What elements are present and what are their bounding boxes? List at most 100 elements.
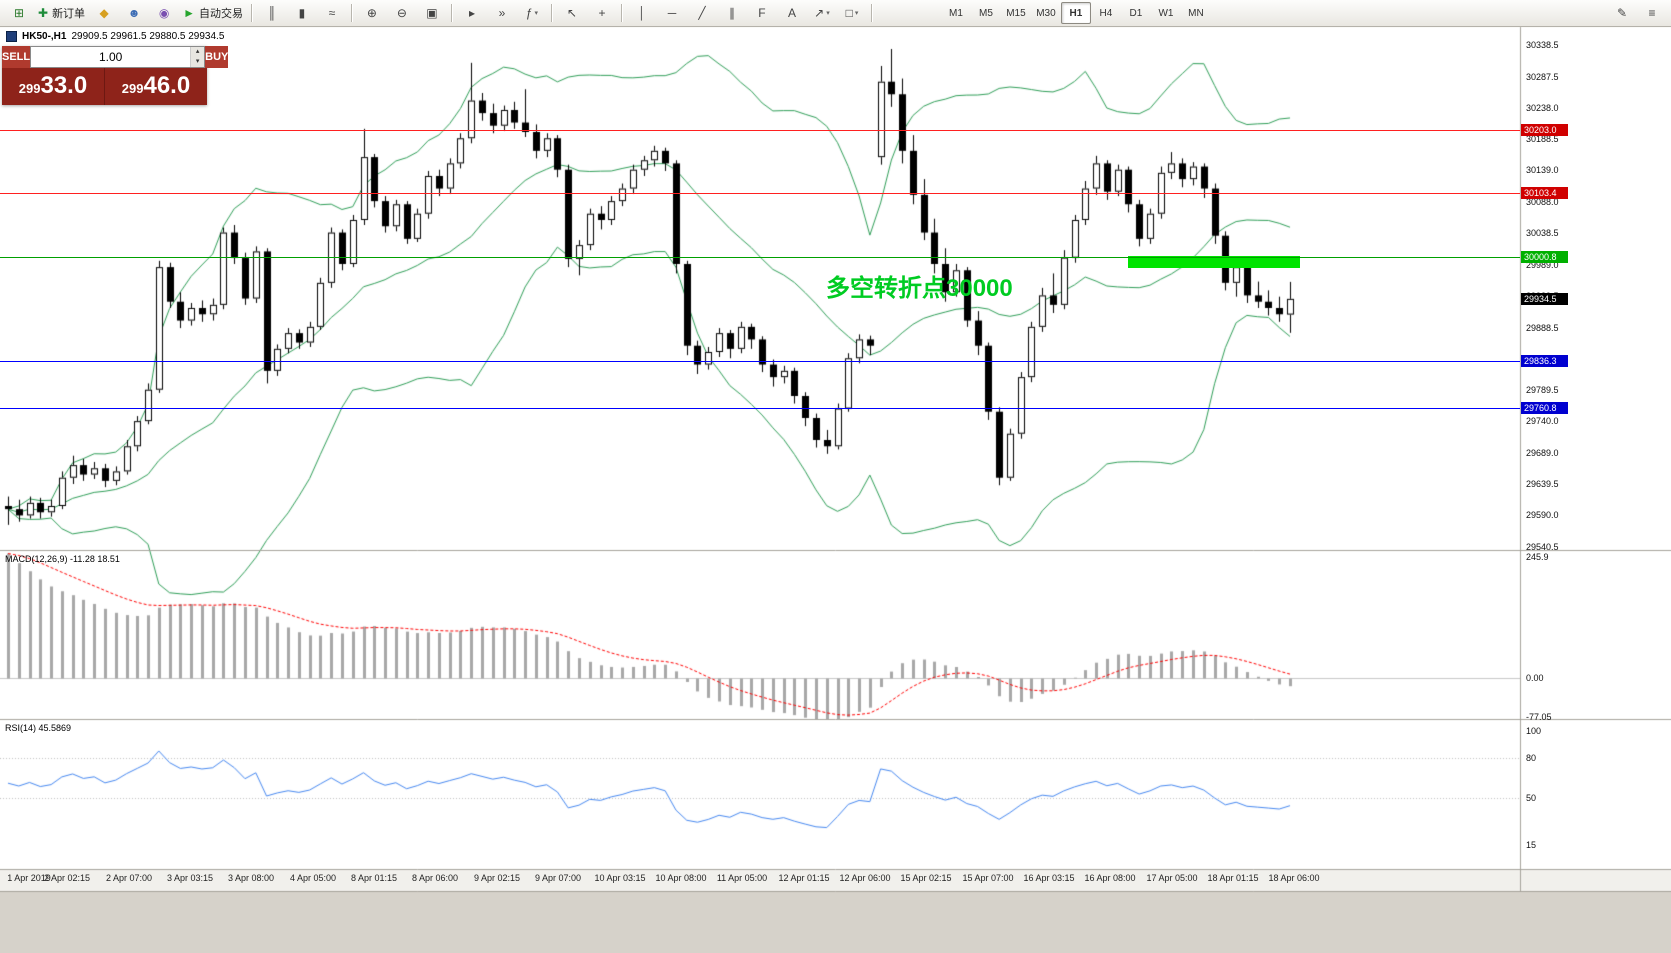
time-axis-label: 16 Apr 03:15 [1023, 873, 1075, 883]
macd-axis-label: 245.9 [1526, 552, 1549, 562]
timeframe-m5-button[interactable]: M5 [979, 7, 993, 19]
time-axis-label: 18 Apr 01:15 [1207, 873, 1259, 883]
buy-price[interactable]: 299 46.0 [104, 68, 207, 105]
timeframe-m30-button[interactable]: M30 [1036, 7, 1056, 19]
fibonacci-button[interactable]: F [747, 1, 777, 25]
tile-windows-icon: ▣ [426, 6, 438, 20]
price-axis-label: 29789.5 [1526, 385, 1559, 395]
rsi-axis-label: 100 [1526, 726, 1542, 736]
autotrading-button[interactable]: ► 自动交易 [179, 1, 247, 25]
price-axis-label: 29989.0 [1526, 260, 1559, 270]
expert-menu-button[interactable]: ≡ [1637, 1, 1667, 25]
zoom-in-button[interactable]: ⊕ [357, 1, 387, 25]
chart-shift-button[interactable]: » [487, 1, 517, 25]
timeframe-m15-button[interactable]: M15 [1006, 7, 1026, 19]
accounts-icon: ☻ [127, 6, 141, 20]
tile-windows-button[interactable]: ▣ [417, 1, 447, 25]
line-chart-type-icon: ≈ [328, 6, 336, 20]
auto-scroll-button[interactable]: ▸ [457, 1, 487, 25]
macd-indicator-label: MACD(12,26,9) -11.28 18.51 [5, 554, 120, 564]
metaeditor-button[interactable]: ◆ [89, 1, 119, 25]
horizontal-line-29836.3[interactable] [0, 361, 1520, 362]
autotrading-icon: ► [183, 6, 195, 20]
time-axis-label: 2 Apr 02:15 [43, 873, 91, 883]
crosshair-button[interactable]: + [587, 1, 617, 25]
timeframe-h1-button[interactable]: H1 [1060, 2, 1091, 24]
price-axis-label: 30338.5 [1526, 40, 1559, 50]
new-order-button[interactable]: ✚ 新订单 [34, 1, 89, 25]
chart-properties-icon: ✎ [1616, 6, 1628, 20]
price-badge-29836.3: 29836.3 [1521, 355, 1568, 367]
volume-decrease-button[interactable]: ▾ [191, 57, 205, 67]
volume-increase-button[interactable]: ▴ [191, 47, 205, 57]
arrows-icon: ↗ [814, 6, 825, 20]
new-chart-button[interactable]: ⊞ [4, 1, 34, 25]
volume-input[interactable] [31, 47, 191, 67]
toolbar-separator [250, 4, 253, 22]
rsi-axis-label: 50 [1526, 793, 1537, 803]
accounts-button[interactable]: ☻ [119, 1, 149, 25]
history-center-button[interactable]: ◉ [149, 1, 179, 25]
rsi-axis-label: 15 [1526, 840, 1537, 850]
expert-menu-icon: ≡ [1648, 6, 1656, 20]
price-axis-label: 29888.5 [1526, 323, 1559, 333]
chart-properties-button[interactable]: ✎ [1607, 1, 1637, 25]
chart-annotation-text[interactable]: 多空转折点30000 [826, 275, 1013, 302]
auto-scroll-icon: ▸ [468, 6, 475, 20]
shapes-button[interactable]: □ ▾ [837, 1, 867, 25]
time-axis-label: 10 Apr 03:15 [594, 873, 646, 883]
time-axis-label: 4 Apr 05:00 [289, 873, 337, 883]
timeframe-h4-button[interactable]: H4 [1099, 7, 1113, 19]
fibonacci-icon: F [758, 6, 766, 20]
price-prefix: 299 [121, 81, 144, 96]
horizontal-line-29760.8[interactable] [0, 408, 1520, 409]
price-axis-label: 30088.0 [1526, 197, 1559, 207]
line-chart-type-button[interactable]: ≈ [317, 1, 347, 25]
time-axis-label: 8 Apr 06:00 [411, 873, 459, 883]
highlight-rectangle[interactable] [1128, 256, 1300, 268]
text-button[interactable]: A [777, 1, 807, 25]
bar-chart-type-button[interactable]: ║ [257, 1, 287, 25]
price-prefix: 299 [18, 81, 41, 96]
toolbar-separator [450, 4, 453, 22]
sell-button[interactable]: SELL [2, 46, 31, 68]
buy-button[interactable]: BUY [205, 46, 229, 68]
shapes-icon: □ [845, 6, 853, 20]
time-axis-label: 17 Apr 05:00 [1146, 873, 1198, 883]
dropdown-arrow-icon: ▾ [534, 10, 539, 17]
timeframe-mn-button[interactable]: MN [1188, 7, 1204, 19]
arrows-button[interactable]: ↗ ▾ [807, 1, 837, 25]
toolbar: ⊞ ✚ 新订单 ◆ ☻ ◉ ► 自动交易 ║ ▮ ≈ ⊕ ⊖ ▣ ▸» ƒ ▾ ↖ + │ ─ ╱ ∥ F A ↗ ▾ □ ▾ M1 M5 M… [0, 0, 1671, 27]
equidistant-channel-button[interactable]: ∥ [717, 1, 747, 25]
zoom-in-icon: ⊕ [366, 6, 377, 20]
candlestick-chart-type-button[interactable]: ▮ [287, 1, 317, 25]
time-axis-label: 16 Apr 08:00 [1084, 873, 1136, 883]
sell-price[interactable]: 299 33.0 [2, 68, 104, 105]
timeframe-d1-button[interactable]: D1 [1129, 7, 1143, 19]
crosshair-icon: + [598, 6, 606, 20]
cursor-button[interactable]: ↖ [557, 1, 587, 25]
horizontal-line-30000.8[interactable] [0, 257, 1520, 258]
time-axis-label: 12 Apr 01:15 [778, 873, 830, 883]
volume-spinner: ▴ ▾ [190, 47, 205, 67]
vertical-line-button[interactable]: │ [627, 1, 657, 25]
dropdown-arrow-icon: ▾ [854, 10, 859, 17]
time-axis-label: 2 Apr 07:00 [105, 873, 153, 883]
price-badge-30203.0: 30203.0 [1521, 124, 1568, 136]
horizontal-line-30103.4[interactable] [0, 193, 1520, 194]
toolbar-separator [550, 4, 553, 22]
price-big-digits: 33.0 [40, 72, 88, 99]
horizontal-line-30203.0[interactable] [0, 130, 1520, 131]
price-axis-label: 30287.5 [1526, 72, 1559, 82]
timeframe-m1-button[interactable]: M1 [949, 7, 963, 19]
chart-symbol-header: HK50-,H1 29909.5 29961.5 29880.5 29934.5 [6, 31, 224, 42]
indicators-button[interactable]: ƒ ▾ [517, 1, 547, 25]
candlestick-chart-type-icon: ▮ [298, 6, 306, 20]
horizontal-line-button[interactable]: ─ [657, 1, 687, 25]
price-axis-label: 30038.5 [1526, 228, 1559, 238]
trendline-button[interactable]: ╱ [687, 1, 717, 25]
timeframe-w1-button[interactable]: W1 [1158, 7, 1174, 19]
zoom-out-button[interactable]: ⊖ [387, 1, 417, 25]
